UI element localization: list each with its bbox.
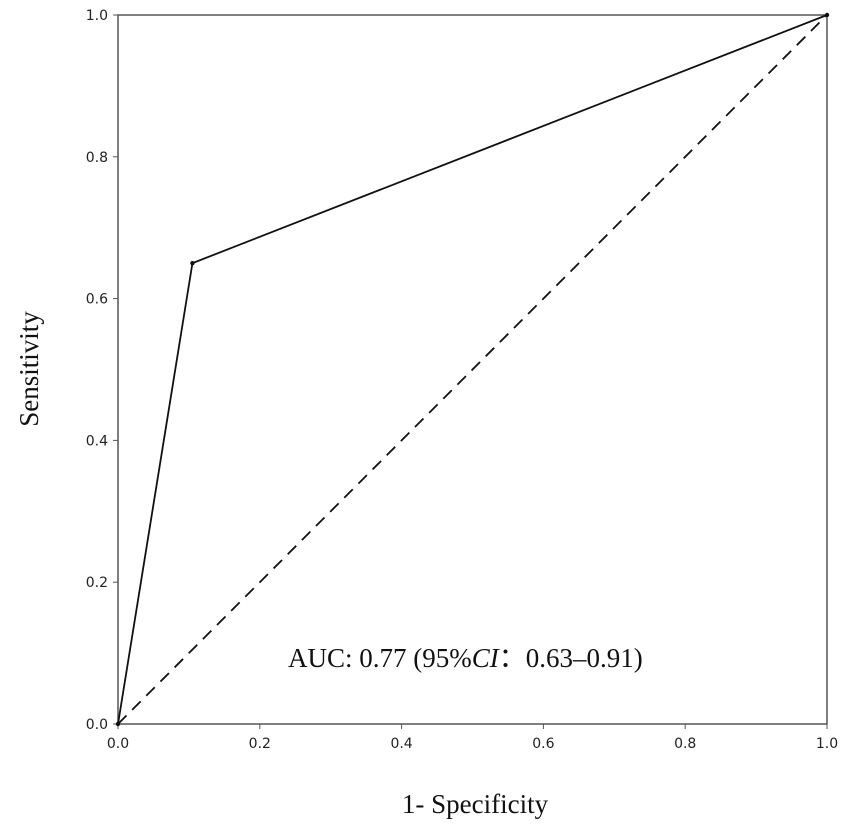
roc-point [190,260,195,266]
x-axis-label: 1- Specificity [402,789,549,819]
y-tick-label: 0.0 [86,717,108,733]
y-tick-label: 0.4 [86,433,108,449]
y-tick-label: 0.6 [86,292,108,308]
plot-frame [117,14,828,725]
x-tick-label: 0.8 [674,736,696,752]
x-tick-label: 0.4 [390,736,412,752]
auc-annotation-suffix: ：0.63–0.91) [499,643,643,673]
reference-diagonal-line [117,14,828,725]
y-axis-label: Sensitivity [14,311,44,427]
y-axis-ticks: 0.0 0.2 0.4 0.6 0.8 1.0 [86,8,118,733]
y-tick-label: 0.2 [86,575,108,591]
auc-annotation: AUC: 0.77 (95%CI：0.63–0.91) [288,643,643,673]
auc-annotation-prefix: AUC: 0.77 (95% [288,643,472,673]
x-tick-label: 0.0 [107,736,129,752]
x-axis-ticks: 0.0 0.2 0.4 0.6 0.8 1.0 [107,724,838,752]
y-tick-label: 0.8 [86,150,108,166]
x-tick-label: 1.0 [816,736,838,752]
x-tick-label: 0.6 [532,736,554,752]
series-layer [115,12,830,727]
auc-annotation-ci: CI [472,643,501,673]
y-tick-label: 1.0 [86,8,108,24]
x-tick-label: 0.2 [249,736,271,752]
